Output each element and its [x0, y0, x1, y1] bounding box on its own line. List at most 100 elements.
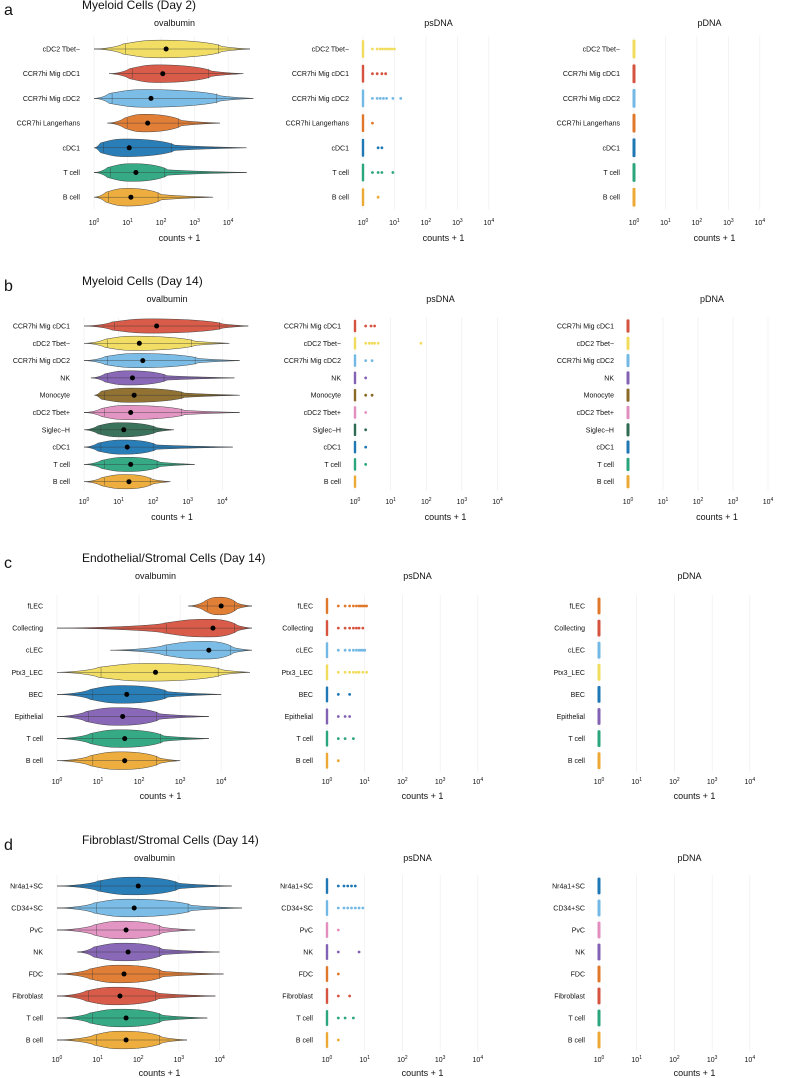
category-label: NK [303, 950, 313, 957]
category-label: T cell [603, 170, 620, 177]
category-label: NK [575, 950, 585, 957]
category-label: CCR7hi Mig cDC2 [23, 96, 80, 103]
x-axis-label: counts + 1 [159, 233, 201, 243]
category-label: Monocyte [40, 393, 70, 400]
category-label: CCR7hi Mig cDC2 [292, 96, 349, 103]
zero-count-bar [597, 943, 601, 961]
mean-point [126, 479, 132, 485]
data-point [351, 648, 355, 652]
data-point [364, 359, 368, 362]
category-label: T cell [568, 736, 585, 743]
category-label: T cell [26, 736, 43, 743]
category-label: Collecting [12, 626, 43, 633]
x-tick-label: 100 [350, 497, 361, 506]
subplot-title: psDNA [424, 18, 453, 28]
zero-count-bar [632, 163, 636, 182]
data-point [364, 341, 368, 345]
zero-count-bar [632, 64, 636, 84]
x-tick-label: 104 [473, 777, 484, 786]
zero-count-bar [597, 708, 601, 725]
category-label: CD34+SC [281, 906, 313, 913]
category-label: fLEC [297, 604, 313, 611]
mean-point [121, 427, 127, 433]
zero-count-bar [325, 620, 329, 637]
zero-count-bar [597, 965, 601, 983]
data-point [380, 72, 384, 76]
data-point [336, 670, 340, 674]
data-point [376, 171, 380, 174]
zero-count-bar [325, 664, 329, 681]
x-tick-label: 103 [435, 777, 446, 786]
x-tick-label: 102 [397, 1055, 408, 1064]
panel-label: d [4, 837, 13, 854]
x-axis-label: counts + 1 [696, 512, 738, 522]
category-label: CCR7hi Mig cDC2 [563, 96, 620, 103]
category-label: B cell [603, 195, 621, 202]
data-point [399, 97, 403, 100]
zero-count-bar [597, 899, 601, 917]
data-point [346, 884, 350, 888]
x-axis-label: counts + 1 [140, 791, 182, 801]
x-tick-label: 101 [93, 777, 104, 786]
x-tick-label: 101 [359, 777, 370, 786]
data-point [348, 994, 352, 998]
zero-count-bar [325, 686, 329, 703]
category-label: CCR7hi Mig cDC1 [13, 324, 70, 331]
mean-point [129, 375, 135, 381]
data-point [348, 693, 352, 696]
data-point [371, 72, 374, 76]
data-point [336, 648, 340, 652]
category-label: cDC2 Tbet+ [304, 410, 341, 417]
category-label: Nr4a1+SC [10, 884, 43, 891]
category-label: cDC2 Tbet− [577, 341, 614, 348]
category-label: Fibroblast [282, 994, 313, 1001]
zero-count-bar [361, 64, 365, 83]
x-tick-label: 104 [473, 1055, 484, 1064]
panel-title: Fibroblast/Stromal Cells (Day 14) [82, 833, 259, 847]
category-label: CCR7hi Mig cDC1 [563, 71, 620, 78]
data-point [369, 324, 373, 328]
data-point [351, 626, 355, 630]
category-label: T cell [296, 736, 313, 743]
data-point [357, 950, 361, 954]
data-point [391, 171, 395, 174]
subplot-title: psDNA [403, 571, 432, 581]
category-label: Monocyte [584, 393, 614, 400]
data-point [336, 737, 340, 740]
x-tick-label: 103 [452, 218, 463, 227]
category-label: CCR7hi Mig cDC1 [292, 71, 349, 78]
data-point [336, 759, 340, 763]
category-label: CCR7hi Mig cDC1 [557, 324, 614, 331]
data-point [393, 47, 396, 51]
zero-count-bar [361, 40, 365, 58]
zero-count-bar [626, 457, 630, 471]
mean-point [120, 714, 126, 719]
mean-point [124, 691, 130, 697]
subplot-title: ovalbumin [154, 18, 195, 28]
x-axis-label: counts + 1 [151, 512, 193, 522]
x-tick-label: 101 [385, 497, 396, 506]
category-label: T cell [597, 462, 614, 469]
category-label: Monocyte [311, 393, 341, 400]
data-point [336, 928, 340, 932]
panel-b: b Myeloid Cells (Day 14) 100 101 102 103 104 ov… [4, 274, 774, 522]
zero-count-bar [325, 708, 329, 725]
data-point [350, 906, 353, 910]
data-point [346, 906, 350, 910]
zero-count-bar [626, 354, 630, 368]
subplot-title: psDNA [403, 853, 432, 863]
x-tick-label: 104 [216, 777, 227, 786]
subplot-title: ovalbumin [134, 853, 175, 863]
zero-count-bar [626, 423, 630, 437]
subplot-pDNA: 100 101 102 103 104 pDNA counts + 1 Nr4a1+SC CD3… [552, 853, 755, 1078]
data-point [371, 47, 374, 51]
category-label: B cell [296, 758, 314, 765]
x-tick-label: 103 [707, 777, 718, 786]
category-label: Collecting [554, 626, 585, 633]
x-axis-label: counts + 1 [425, 512, 467, 522]
category-label: Nr4a1+SC [552, 884, 585, 891]
x-axis-label: counts + 1 [694, 233, 736, 243]
x-tick-label: 101 [658, 497, 669, 506]
x-tick-label: 104 [484, 218, 495, 227]
